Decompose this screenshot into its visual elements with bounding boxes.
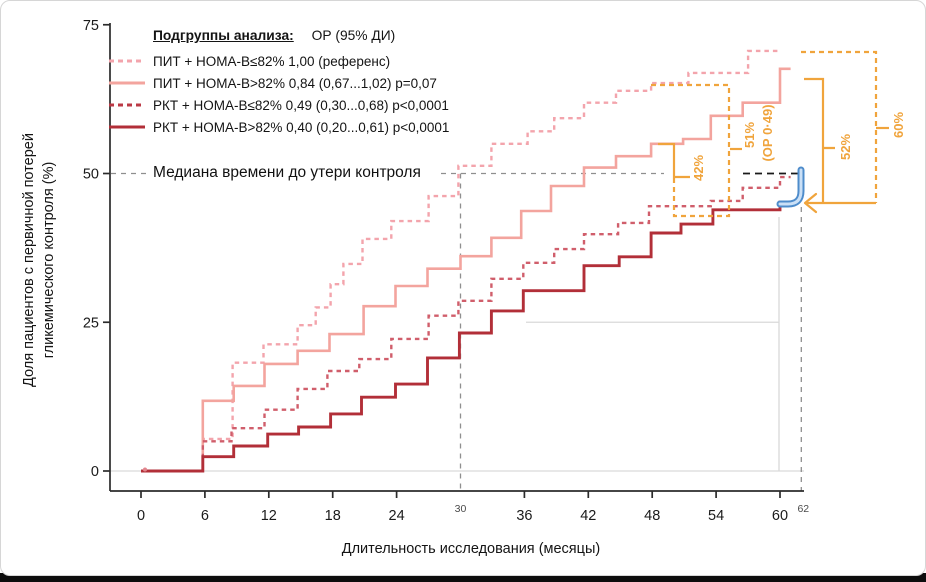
- y-axis-title: Доля пациентов с первичной потерей глике…: [20, 10, 62, 510]
- legend-item-label: ПИТ + HOMA-B>82% 0,84 (0,67...1,02) p=0,…: [153, 75, 437, 91]
- y-tick-label: 50: [83, 167, 99, 183]
- series-curve-3: [141, 175, 791, 473]
- x-tick-label: 24: [389, 508, 405, 524]
- window-bottom-bar: [0, 573, 926, 582]
- y-tick-label: 0: [91, 464, 99, 480]
- y-axis-title-line1: Доля пациентов с первичной потерей: [21, 133, 37, 387]
- bracket-42pct: [658, 142, 690, 179]
- legend-item: РКТ + HOMA-B>82% 0,40 (0,20...0,61) p<0,…: [109, 116, 529, 138]
- legend-swatch-solid: [109, 125, 145, 129]
- legend-header-title: Подгруппы анализа:: [153, 28, 294, 43]
- label-52pct: 52%: [838, 134, 853, 160]
- legend-item-label: РКТ + HOMA-B>82% 0,40 (0,20...0,61) p<0,…: [153, 119, 450, 135]
- y-tick-label: 25: [83, 315, 99, 331]
- legend-item: ПИТ + HOMA-B>82% 0,84 (0,67...1,02) p=0,…: [109, 72, 529, 94]
- x-tick-label: 6: [201, 508, 209, 524]
- legend-item-label: ПИТ + HOMA-B≤82% 1,00 (референс): [153, 53, 391, 69]
- bracket-51pct-dashed: [651, 83, 731, 218]
- median-annotation-label: Медиана времени до утери контроля: [153, 164, 426, 182]
- label-42pct: 42%: [691, 155, 706, 181]
- y-tick-label: 75: [83, 18, 99, 34]
- x-tick-label: 0: [137, 508, 145, 524]
- x-tick-label: 18: [325, 508, 341, 524]
- legend-item: РКТ + HOMA-B≤82% 0,49 (0,30...0,68) p<0,…: [109, 94, 529, 116]
- legend-item-label: РКТ + HOMA-B≤82% 0,49 (0,30...0,68) p<0,…: [153, 97, 449, 113]
- x-tick-label: 42: [580, 508, 596, 524]
- legend-swatch-dashed: [109, 103, 145, 107]
- label-51pct-hr: (ОР 0·49): [760, 104, 775, 161]
- legend: Подгруппы анализа: ОР (95% ДИ) ПИТ + HOM…: [109, 28, 529, 138]
- series-curve-4: [141, 200, 791, 473]
- x-tick-label-minor: 62: [797, 503, 809, 515]
- x-tick-label: 54: [708, 508, 724, 524]
- legend-header-value: ОР (95% ДИ): [311, 28, 396, 43]
- x-tick-label: 60: [772, 508, 788, 524]
- orange-arrowhead-left: [803, 192, 818, 214]
- legend-item: ПИТ + HOMA-B≤82% 1,00 (референс): [109, 50, 529, 72]
- blue-elbow-arrow-core: [778, 168, 803, 206]
- legend-swatch-solid: [109, 81, 145, 85]
- label-51pct: 51%: [742, 122, 757, 148]
- series-curve-2: [141, 67, 791, 473]
- y-axis-title-line2: гликемического контроля (%): [40, 161, 57, 359]
- x-tick-label: 12: [261, 508, 277, 524]
- legend-header: Подгруппы анализа: ОР (95% ДИ): [153, 28, 529, 43]
- bracket-60pct-dashed: [801, 50, 878, 203]
- legend-swatch-dashed: [109, 59, 145, 63]
- x-axis-title: Длительность исследования (месяцы): [341, 541, 601, 557]
- curve-start-dot: [143, 467, 147, 472]
- series-curve-1: [141, 49, 778, 473]
- label-60pct: 60%: [891, 112, 906, 138]
- bracket-52pct: [804, 77, 835, 203]
- x-tick-label: 48: [644, 508, 660, 524]
- x-tick-label: 36: [516, 508, 532, 524]
- legend-rows: ПИТ + HOMA-B≤82% 1,00 (референс) ПИТ + HO…: [109, 50, 529, 138]
- x-tick-label-minor: 30: [455, 503, 467, 515]
